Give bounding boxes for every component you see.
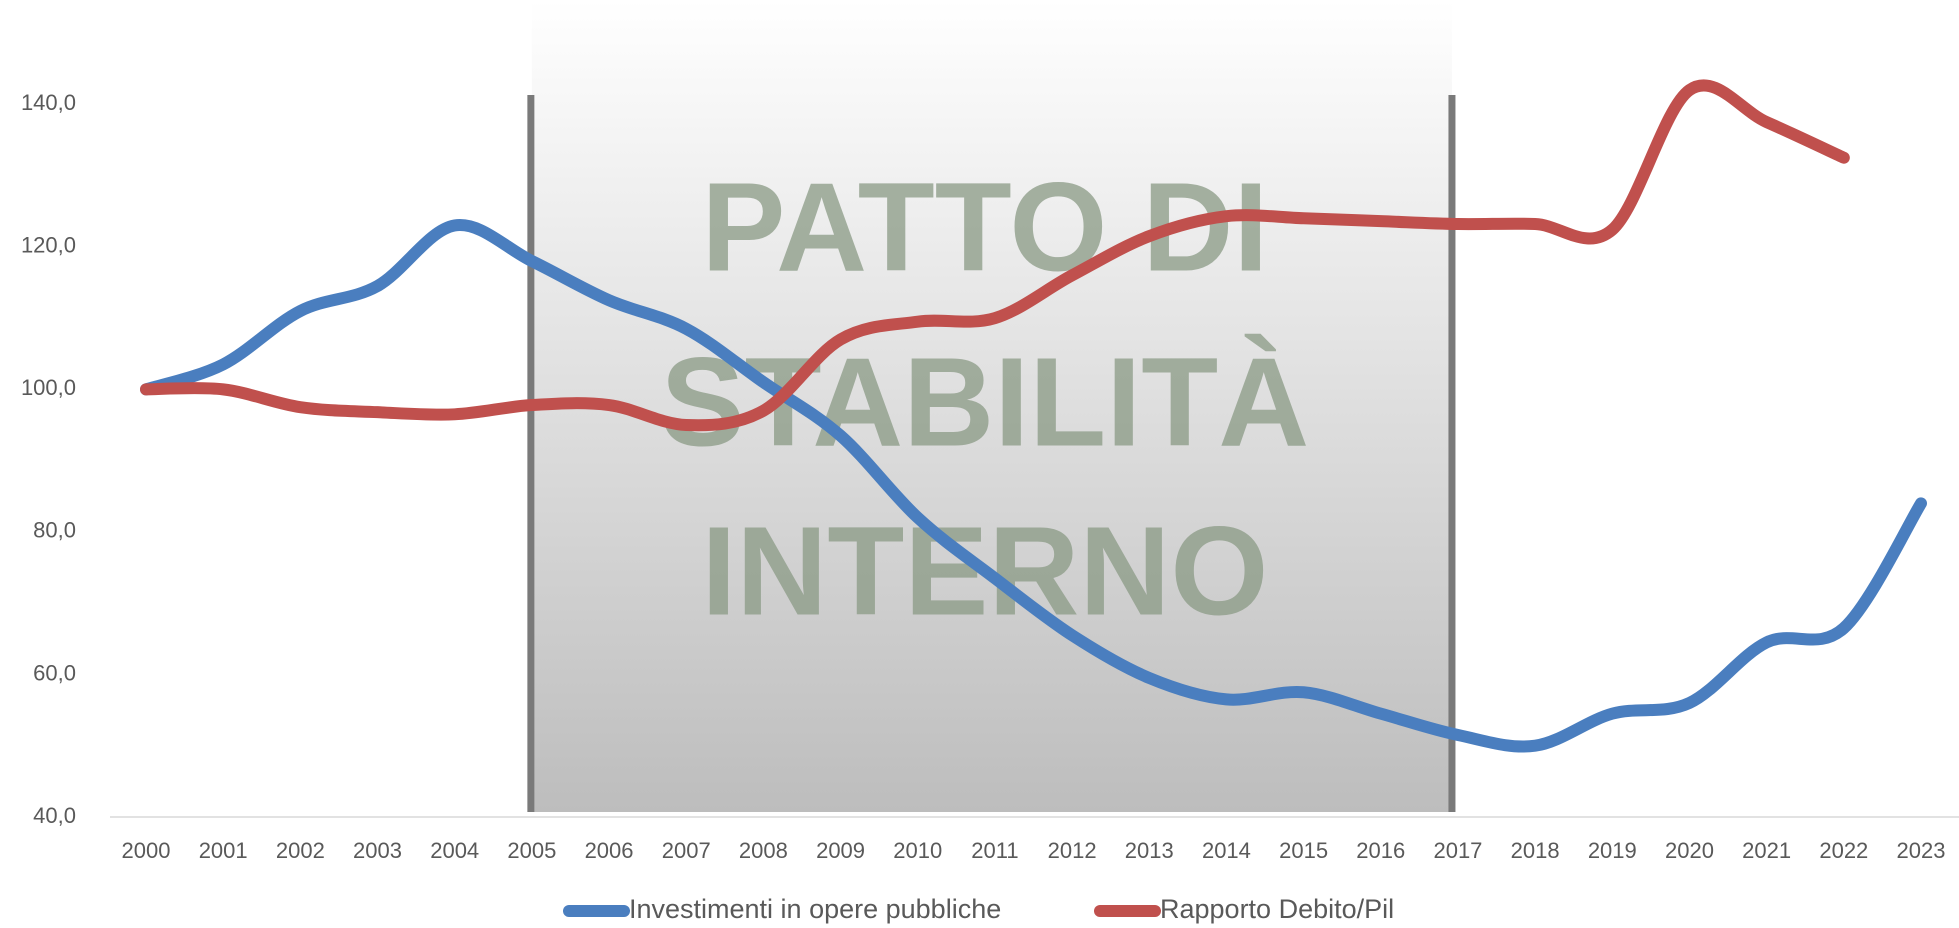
x-tick-label: 2016 (1356, 838, 1405, 863)
x-tick-label: 2023 (1897, 838, 1946, 863)
x-tick-label: 2000 (122, 838, 171, 863)
y-tick-label: 120,0 (21, 233, 76, 258)
x-tick-label: 2005 (507, 838, 556, 863)
x-tick-label: 2007 (662, 838, 711, 863)
x-tick-label: 2002 (276, 838, 325, 863)
series-line (140, 79, 1850, 432)
x-tick-label: 2010 (893, 838, 942, 863)
legend-label: Investimenti in opere pubbliche (629, 894, 1001, 924)
y-tick-label: 140,0 (21, 90, 76, 115)
x-tick-label: 2009 (816, 838, 865, 863)
x-tick-label: 2015 (1279, 838, 1328, 863)
x-tick-label: 2017 (1433, 838, 1482, 863)
y-tick-label: 40,0 (33, 803, 76, 828)
x-tick-label: 2018 (1511, 838, 1560, 863)
x-tick-label: 2004 (430, 838, 479, 863)
x-tick-label: 2003 (353, 838, 402, 863)
x-tick-label: 2013 (1125, 838, 1174, 863)
x-tick-label: 2020 (1665, 838, 1714, 863)
x-tick-label: 2012 (1048, 838, 1097, 863)
x-tick-label: 2014 (1202, 838, 1251, 863)
x-tick-label: 2001 (199, 838, 248, 863)
y-tick-label: 60,0 (33, 660, 76, 685)
annotation-text: STABILITÀ (661, 331, 1310, 472)
x-tick-label: 2021 (1742, 838, 1791, 863)
x-tick-label: 2019 (1588, 838, 1637, 863)
x-tick-label: 2022 (1819, 838, 1868, 863)
shaded-region (531, 0, 1452, 812)
x-tick-label: 2011 (971, 838, 1018, 863)
x-tick-label: 2008 (739, 838, 788, 863)
y-tick-label: 100,0 (21, 375, 76, 400)
legend-label: Rapporto Debito/Pil (1160, 894, 1394, 924)
series-line (140, 219, 1927, 753)
y-tick-label: 80,0 (33, 518, 76, 543)
x-tick-label: 2006 (585, 838, 634, 863)
